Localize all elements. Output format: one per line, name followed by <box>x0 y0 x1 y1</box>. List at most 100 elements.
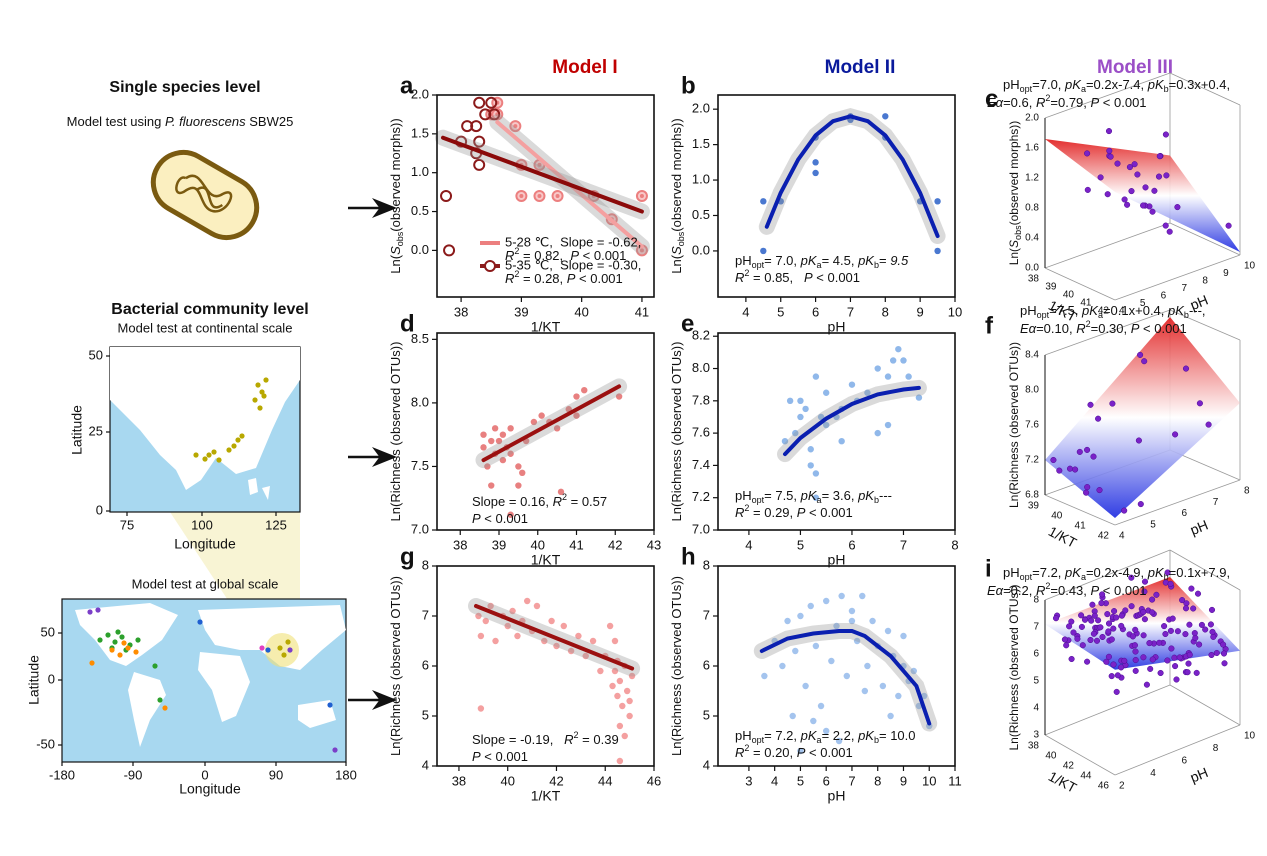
annotation-part: =0.2x-7.4, <box>1086 77 1148 92</box>
observation-dot <box>1147 665 1154 672</box>
z-axis-label: Ln(Richness (observed OTUs)) <box>1007 342 1021 508</box>
site <box>197 619 203 625</box>
map-y-label: Latitude <box>69 405 85 455</box>
land <box>198 652 250 722</box>
y-tick-label: 6 <box>703 657 710 672</box>
land <box>262 486 270 500</box>
site <box>193 452 199 458</box>
observation-dot <box>1155 173 1163 180</box>
site <box>162 705 168 711</box>
point <box>784 617 791 625</box>
observation-dot <box>1070 629 1077 636</box>
point <box>895 345 902 353</box>
point-core <box>537 194 542 198</box>
observation-dot <box>1202 626 1209 633</box>
annotation-part: = 2.2, <box>822 728 859 743</box>
point <box>581 386 588 394</box>
observation-dot <box>1097 174 1104 181</box>
annotation-part: = 3.6, <box>822 488 859 503</box>
point <box>499 456 507 464</box>
annotation-part: opt <box>1037 310 1050 320</box>
y-tick-label: 4 <box>1119 531 1125 542</box>
point <box>822 597 830 605</box>
y-tick-label: 7.0 <box>692 521 710 536</box>
panel-letter: h <box>681 543 696 570</box>
point <box>541 637 548 645</box>
annotation-part: a <box>817 260 822 270</box>
annotation-part: pK <box>857 728 875 743</box>
z-tick-label: 5 <box>1033 676 1039 687</box>
z-tick-label: 8 <box>1033 595 1039 606</box>
annotation-part: pH <box>1020 303 1037 318</box>
observation-dot <box>1141 616 1148 623</box>
site <box>112 639 118 645</box>
observation-dot <box>1208 651 1215 659</box>
z-axis-label-part: Ln( <box>1007 248 1021 265</box>
y-tick-label: 1.0 <box>411 164 429 179</box>
observation-dot <box>1113 614 1120 621</box>
legend-note-part: R <box>505 248 514 263</box>
observation-dot <box>1132 626 1139 633</box>
annotation-part: =0.43, <box>1050 583 1090 598</box>
annotation-part: R <box>735 270 744 285</box>
legend-note-part: 2 <box>514 269 519 279</box>
point <box>848 381 856 388</box>
observation-dot <box>1108 673 1115 680</box>
annotation-part: R <box>1036 95 1045 110</box>
annotation-part: pK <box>800 728 818 743</box>
annotation-part: 2 <box>562 492 567 502</box>
observation-dot <box>1050 456 1057 464</box>
x-tick-label: 42 <box>1098 306 1110 317</box>
site <box>115 629 121 635</box>
observation-dot <box>1182 365 1190 372</box>
x-axis-label: pH <box>828 552 846 568</box>
observation-dot <box>1166 228 1173 235</box>
plot-frame <box>436 94 655 298</box>
y-axis-label: Ln(Sobs(observed morphs)) <box>669 118 686 273</box>
box-edge <box>1044 309 1171 356</box>
annotation-part: = 10.0 <box>879 728 916 743</box>
land <box>298 700 336 728</box>
observation-dot <box>1194 590 1202 597</box>
observation-dot <box>1121 196 1128 203</box>
single-subtitle-part: P. fluorescens <box>165 114 246 129</box>
annotation-part: b <box>1164 572 1169 582</box>
observation-dot <box>1113 688 1120 695</box>
x-tick-label: 6 <box>812 304 819 319</box>
point <box>515 482 522 489</box>
annotation-part: < 0.001 <box>805 745 852 760</box>
panel-letter: i <box>985 555 992 582</box>
point <box>864 389 871 396</box>
y-axis-label-part: Ln(Richness (observed OTUs)) <box>669 576 684 756</box>
observation-dot <box>1186 621 1193 628</box>
map-x-tick-label: 125 <box>265 517 287 532</box>
point <box>514 632 521 640</box>
observation-dot <box>1134 171 1141 178</box>
observation-dot <box>1131 642 1138 649</box>
point <box>507 511 514 518</box>
site <box>89 660 95 666</box>
annotation-part: opt <box>752 260 765 270</box>
point <box>853 637 861 645</box>
annotation: Slope = 0.16, R2 = 0.57 <box>472 492 607 509</box>
y-tick-label: 2.0 <box>692 101 710 116</box>
annotation-part: = 7.5, <box>764 488 801 503</box>
site <box>287 647 293 653</box>
observation-dot <box>1132 667 1139 674</box>
point <box>792 429 799 437</box>
site <box>263 377 269 383</box>
observation-dot <box>1169 615 1176 622</box>
annotation-part: = 7.0, <box>764 253 801 268</box>
map-x-tick-label: 75 <box>120 517 134 532</box>
annotation-part: R <box>1076 321 1085 336</box>
map-x-label: Longitude <box>179 781 241 797</box>
observation-dot <box>1078 623 1085 630</box>
observation-dot <box>1052 615 1060 622</box>
observation-dot <box>1076 448 1083 455</box>
observation-dot <box>1132 656 1139 664</box>
point <box>611 637 619 645</box>
observation-dot <box>1186 651 1193 658</box>
annotation-part: < 0.001 <box>813 270 860 285</box>
